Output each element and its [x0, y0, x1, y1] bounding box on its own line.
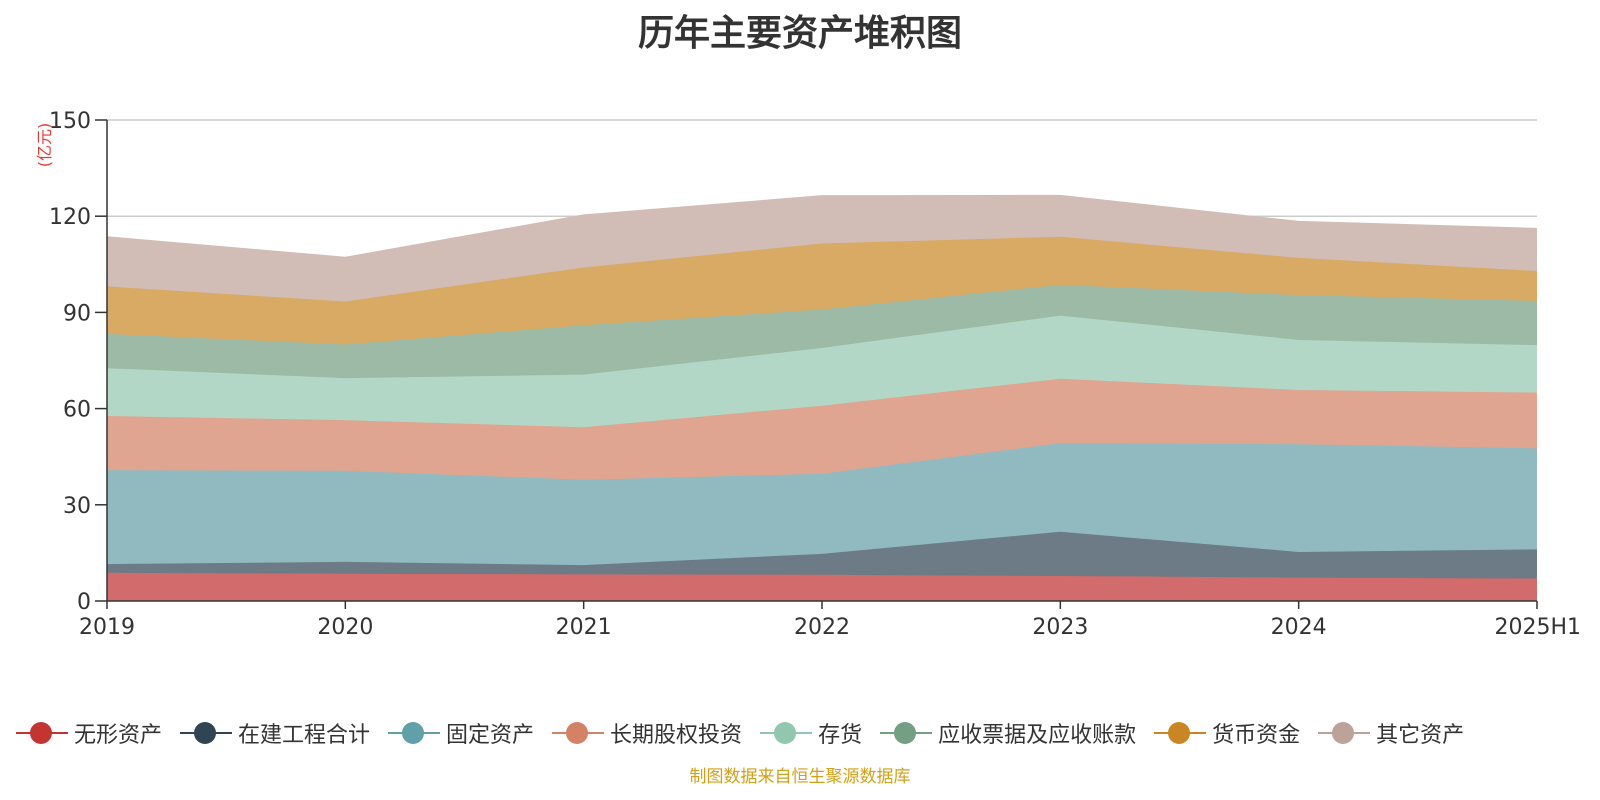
area-series-7 — [107, 236, 1537, 345]
legend-marker-icon — [16, 721, 68, 745]
legend-label: 长期股权投资 — [610, 723, 743, 748]
data-source-note: 制图数据来自恒生聚源数据库 — [689, 767, 911, 787]
area-series-4 — [107, 378, 1537, 480]
x-tick-label: 2019 — [79, 615, 135, 640]
chart-title: 历年主要资产堆积图 — [637, 13, 962, 54]
area-series-1 — [107, 572, 1537, 601]
legend-label: 无形资产 — [74, 723, 163, 748]
y-tick-label: 30 — [63, 494, 91, 519]
y-tick-label: 90 — [63, 301, 91, 326]
x-tick-label: 2024 — [1271, 615, 1327, 640]
y-axis-unit-label: (亿元) — [35, 123, 54, 168]
legend-item-1[interactable]: 无形资产 — [16, 717, 162, 749]
legend-label: 货币资金 — [1212, 723, 1301, 748]
legend-item-6[interactable]: 应收票据及应收账款 — [880, 717, 1136, 749]
x-tick-label: 2021 — [556, 615, 612, 640]
y-tick-label: 120 — [49, 205, 91, 230]
area-series — [106, 194, 1538, 601]
area-series-2 — [107, 531, 1537, 579]
area-series-3 — [107, 443, 1537, 566]
x-tick-label: 2020 — [317, 615, 373, 640]
legend-item-3[interactable]: 固定资产 — [388, 717, 534, 749]
y-tick-label: 0 — [77, 590, 91, 615]
legend-marker-icon — [880, 721, 933, 745]
legend-marker-icon — [180, 721, 233, 745]
legend-label: 应收票据及应收账款 — [938, 723, 1137, 748]
legend-marker-icon — [1318, 721, 1371, 745]
legend-item-2[interactable]: 在建工程合计 — [180, 717, 370, 749]
area-series-6 — [107, 284, 1537, 379]
legend-marker-icon — [388, 721, 441, 745]
y-tick-label: 60 — [63, 398, 91, 423]
legend-label: 在建工程合计 — [238, 723, 371, 748]
legend-marker-icon — [1154, 721, 1207, 745]
x-tick-label: 2023 — [1032, 615, 1088, 640]
axes: 0 30 60 90 120 150 2019 2020 2021 2022 2023 2024 202… — [49, 109, 1581, 640]
area-series-8 — [107, 195, 1537, 302]
area-series-edge-8 — [106, 194, 1538, 258]
y-tick-label: 150 — [49, 109, 91, 134]
legend-marker-icon — [552, 721, 605, 745]
legend-item-8[interactable]: 其它资产 — [1318, 717, 1464, 749]
legend-marker-icon — [760, 721, 813, 745]
stacked-area-chart: 0 30 60 90 120 150 2019 2020 2021 2022 2023 2024 202… — [35, 109, 1581, 640]
legend-item-4[interactable]: 长期股权投资 — [552, 717, 742, 749]
area-series-5 — [107, 315, 1537, 428]
x-tick-label: 2025H1 — [1494, 615, 1581, 640]
legend-item-7[interactable]: 货币资金 — [1154, 717, 1300, 749]
legend-label: 其它资产 — [1376, 723, 1465, 748]
legend-label: 存货 — [818, 723, 863, 748]
x-tick-label: 2022 — [794, 615, 850, 640]
legend: 无形资产 在建工程合计 固定资产 长期股权投资 存货 应收票据及应收账款 货币资金 其它资产 — [16, 717, 1596, 749]
legend-item-5[interactable]: 存货 — [760, 717, 862, 749]
legend-label: 固定资产 — [446, 723, 535, 748]
